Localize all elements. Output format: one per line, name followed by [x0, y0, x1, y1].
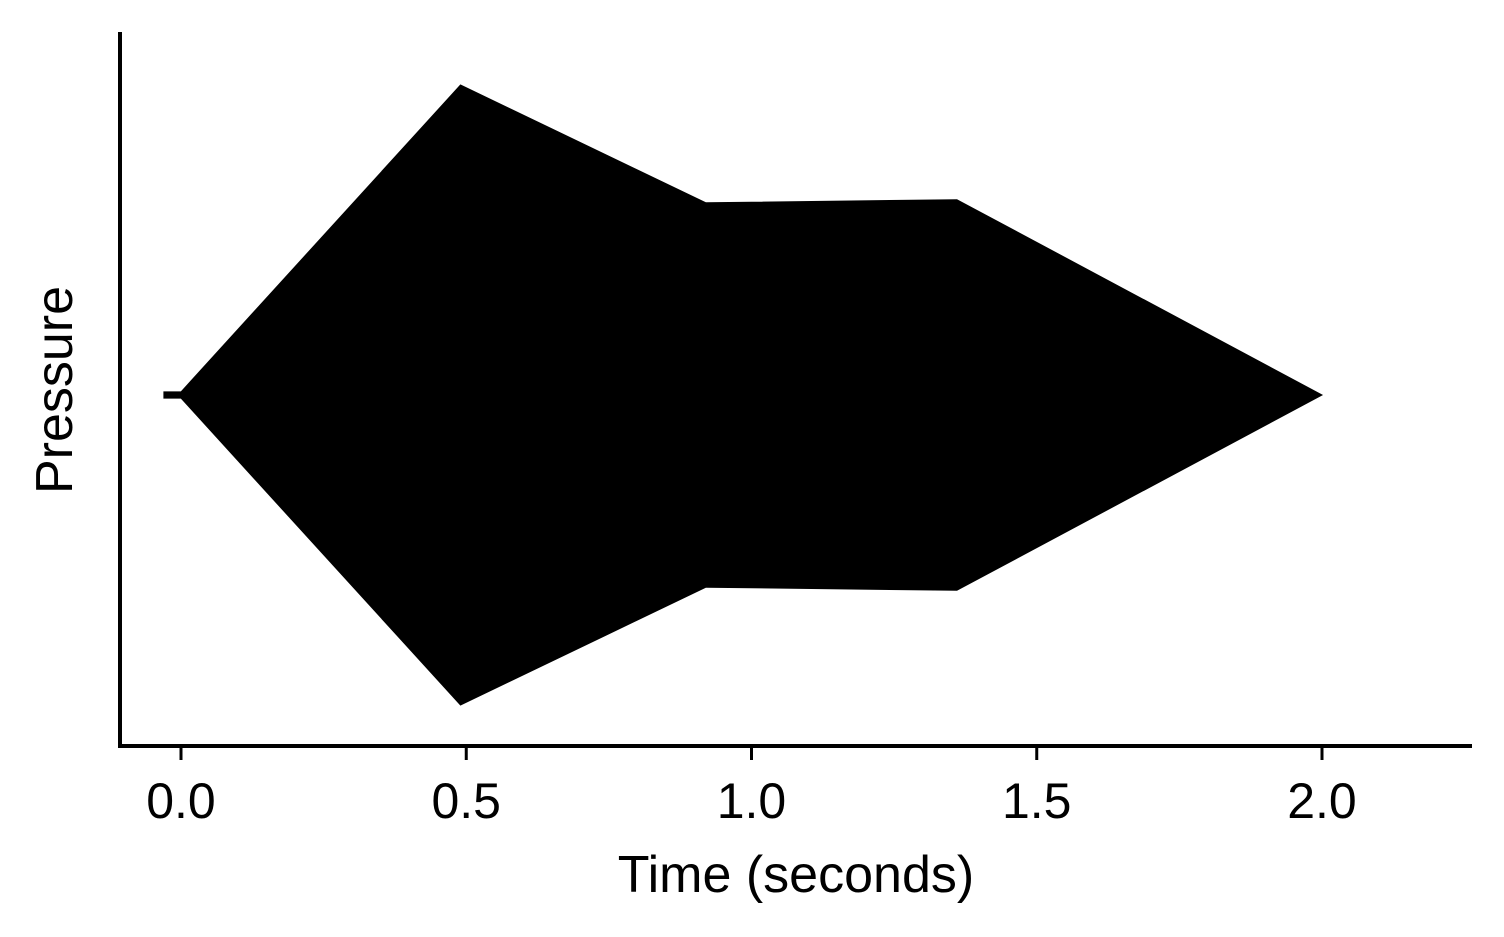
pressure-envelope-area — [163, 84, 1324, 706]
plot-area — [163, 84, 1324, 706]
x-tick-label: 1.0 — [717, 773, 787, 829]
x-tick-label: 0.5 — [431, 773, 501, 829]
x-tick-label: 1.5 — [1002, 773, 1072, 829]
axes — [118, 32, 1472, 748]
x-ticks: 0.0 0.5 1.0 1.5 2.0 — [146, 746, 1357, 829]
y-axis-title: Pressure — [26, 286, 84, 494]
x-tick-label: 2.0 — [1287, 773, 1357, 829]
x-tick-label: 0.0 — [146, 773, 216, 829]
x-axis-title: Time (seconds) — [618, 846, 974, 904]
